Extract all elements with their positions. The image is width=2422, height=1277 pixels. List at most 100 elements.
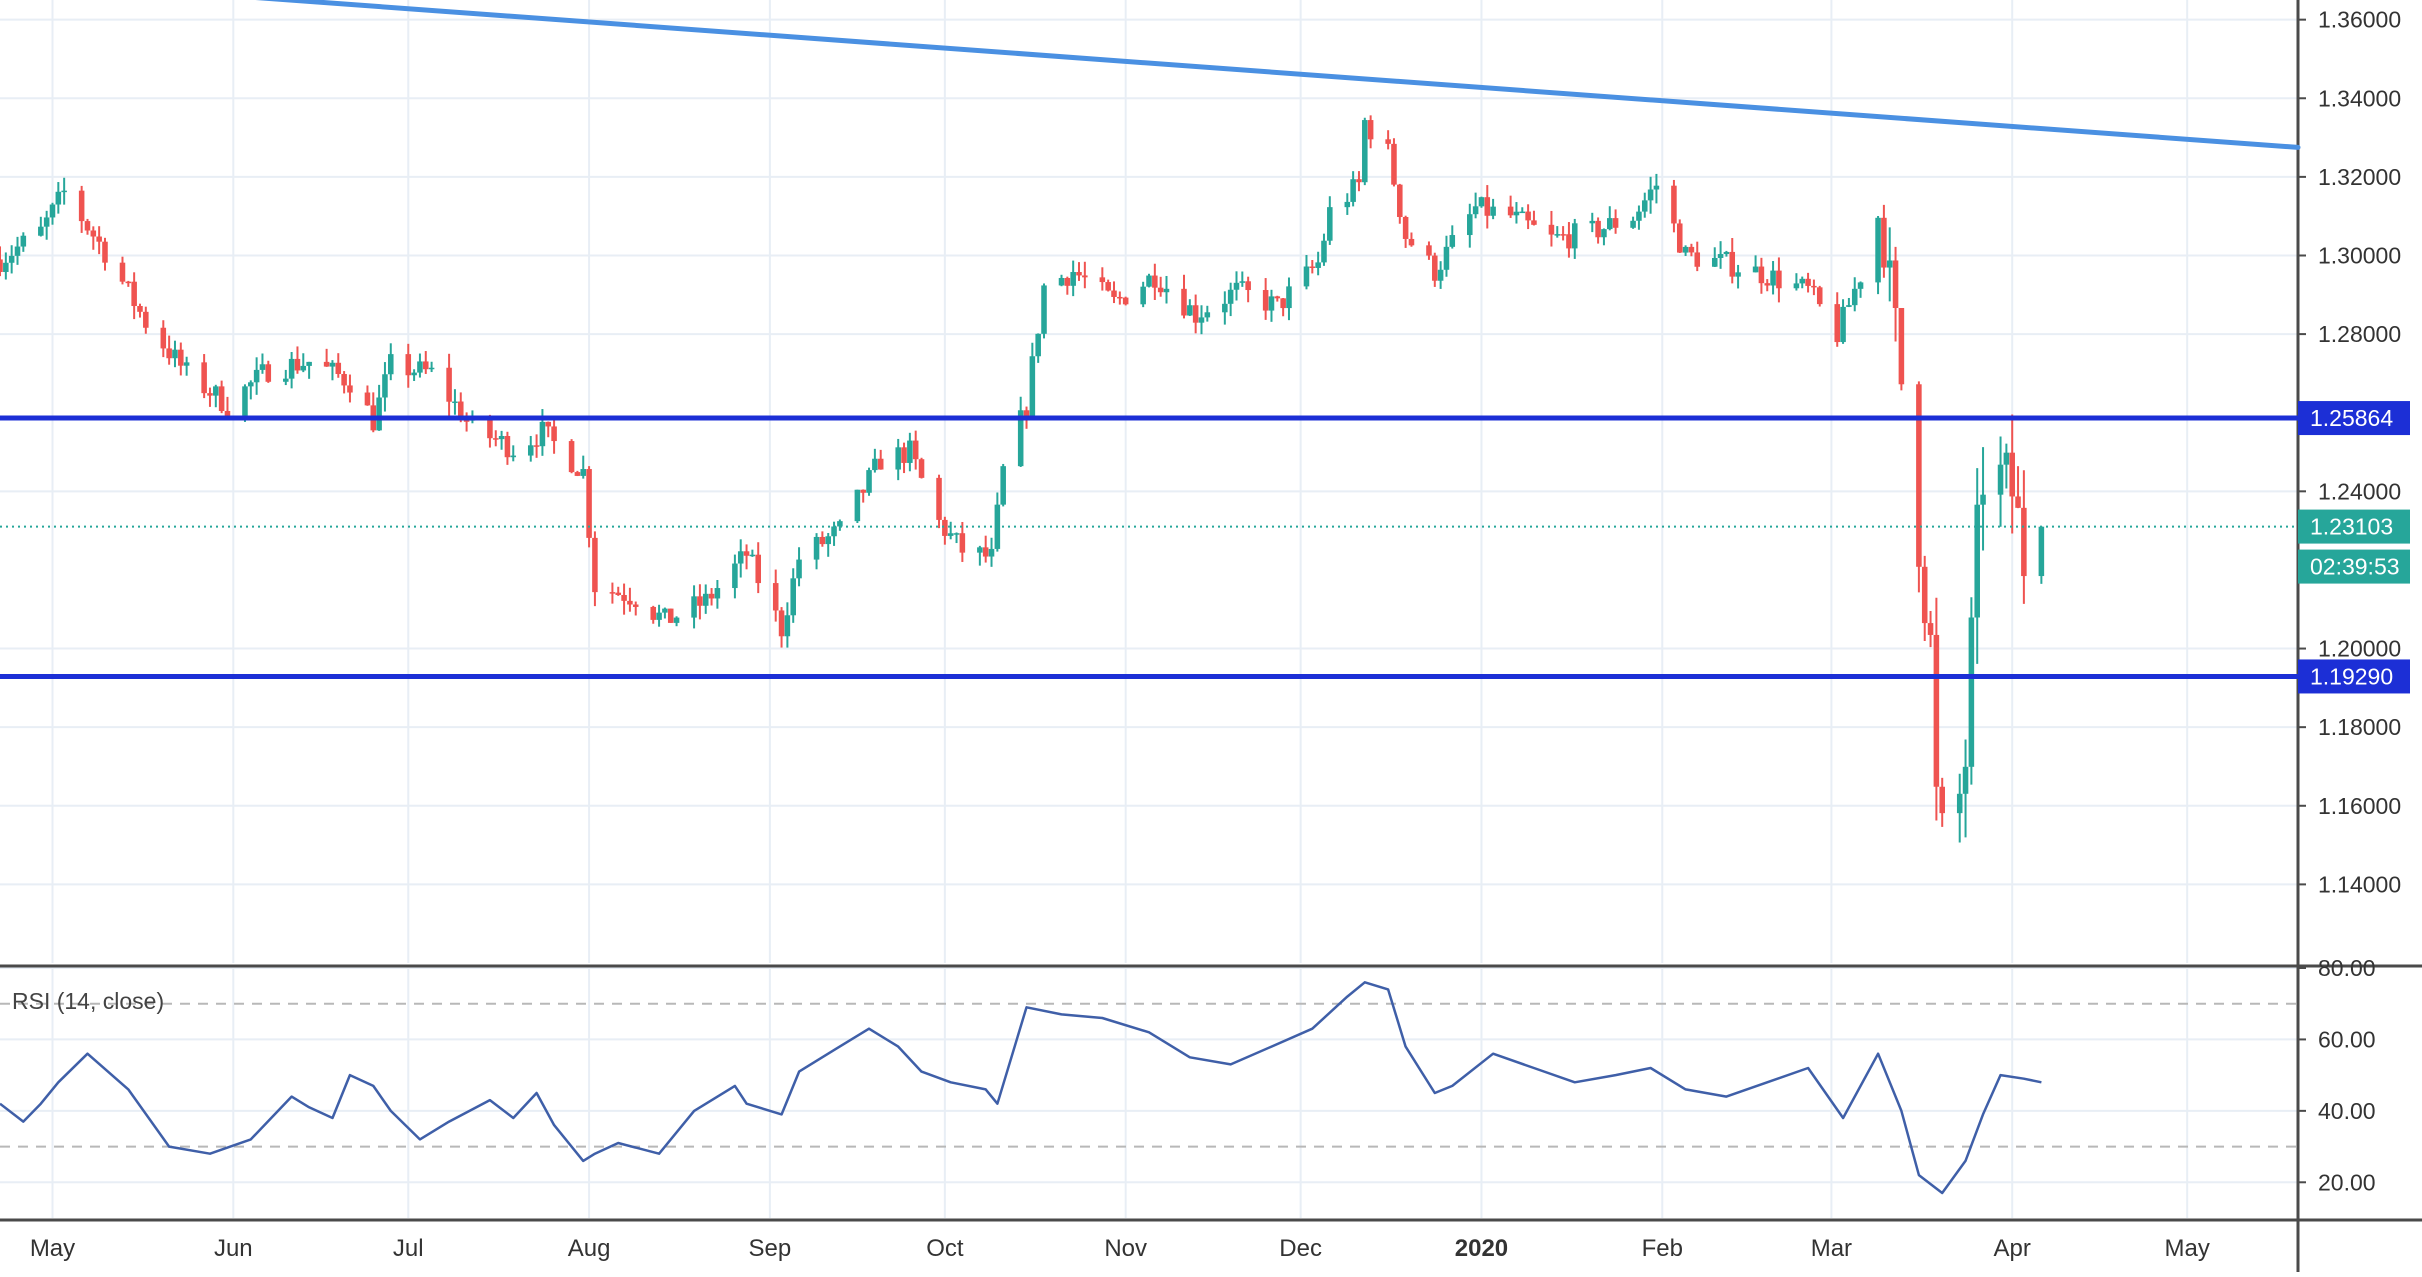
candle-body[interactable] <box>1647 189 1654 201</box>
candle-body[interactable] <box>1437 269 1444 281</box>
candle-body[interactable] <box>1467 214 1473 236</box>
candle-body[interactable] <box>38 226 44 236</box>
candle-body[interactable] <box>1029 356 1036 416</box>
candle-body[interactable] <box>253 369 260 383</box>
candle-body[interactable] <box>423 361 429 370</box>
candle-body[interactable] <box>1507 206 1514 216</box>
rsi-pane[interactable] <box>0 981 2298 1195</box>
candle-body[interactable] <box>813 536 820 560</box>
candle-body[interactable] <box>20 235 27 247</box>
candle-body[interactable] <box>1717 254 1724 258</box>
candle-body[interactable] <box>242 386 248 416</box>
candle-body[interactable] <box>1933 634 1940 787</box>
candle-body[interactable] <box>61 190 67 193</box>
candle-body[interactable] <box>1017 410 1024 467</box>
candle-body[interactable] <box>1245 281 1251 291</box>
candle-body[interactable] <box>877 458 884 470</box>
candle-body[interactable] <box>656 612 662 620</box>
candle-body[interactable] <box>732 563 738 589</box>
candle-body[interactable] <box>778 610 785 637</box>
candle-body[interactable] <box>1344 201 1351 208</box>
candle-body[interactable] <box>1478 197 1485 207</box>
candle-body[interactable] <box>1280 298 1286 309</box>
candle-body[interactable] <box>691 596 697 618</box>
candle-body[interactable] <box>615 592 622 595</box>
candle-body[interactable] <box>749 554 756 557</box>
candle-body[interactable] <box>621 594 627 601</box>
candle-body[interactable] <box>1974 504 1980 618</box>
candle-body[interactable] <box>119 262 126 282</box>
candle-body[interactable] <box>837 521 843 527</box>
candle-body[interactable] <box>2015 496 2021 508</box>
candle-body[interactable] <box>1566 234 1572 249</box>
candle-body[interactable] <box>988 548 995 557</box>
candle-body[interactable] <box>306 361 312 366</box>
candle-body[interactable] <box>1641 200 1648 212</box>
candle-body[interactable] <box>492 438 499 440</box>
candle-body[interactable] <box>1157 287 1164 293</box>
candle-body[interactable] <box>265 364 272 382</box>
candle-body[interactable] <box>1857 282 1864 289</box>
candle-body[interactable] <box>1099 277 1106 283</box>
candle-body[interactable] <box>452 401 458 404</box>
candle-body[interactable] <box>1023 410 1030 416</box>
candle-body[interactable] <box>907 440 913 463</box>
candle-body[interactable] <box>1595 220 1601 238</box>
candle-body[interactable] <box>1793 283 1800 289</box>
candle-body[interactable] <box>294 358 301 371</box>
candle-body[interactable] <box>446 367 452 402</box>
candle-body[interactable] <box>609 592 616 594</box>
candle-body[interactable] <box>772 583 779 611</box>
candle-body[interactable] <box>1601 229 1607 238</box>
candle-body[interactable] <box>1303 266 1310 287</box>
candle-body[interactable] <box>1770 270 1776 286</box>
candle-body[interactable] <box>1356 179 1362 183</box>
candle-body[interactable] <box>8 255 15 263</box>
candle-body[interactable] <box>172 349 178 359</box>
candle-body[interactable] <box>1064 277 1071 286</box>
candle-body[interactable] <box>912 440 919 460</box>
candle-body[interactable] <box>1636 211 1642 221</box>
candle-body[interactable] <box>1997 464 2004 495</box>
candle-body[interactable] <box>1805 278 1811 286</box>
candle-body[interactable] <box>1962 766 1969 794</box>
candle-body[interactable] <box>1239 281 1246 283</box>
candle-body[interactable] <box>1682 246 1689 253</box>
candle-body[interactable] <box>1927 623 1934 635</box>
candle-body[interactable] <box>1181 288 1187 316</box>
candle-body[interactable] <box>283 378 289 382</box>
candle-body[interactable] <box>959 533 966 553</box>
candle-body[interactable] <box>248 382 254 387</box>
candle-body[interactable] <box>300 365 307 371</box>
candle-body[interactable] <box>417 361 423 373</box>
candle-body[interactable] <box>1776 270 1782 289</box>
candle-body[interactable] <box>1560 234 1566 236</box>
candle-body[interactable] <box>1000 466 1006 505</box>
candle-body[interactable] <box>1321 240 1327 263</box>
candle-body[interactable] <box>178 349 184 366</box>
candle-body[interactable] <box>1898 307 1905 385</box>
candle-body[interactable] <box>1309 266 1316 269</box>
candle-body[interactable] <box>1274 296 1281 299</box>
candle-body[interactable] <box>1449 235 1456 247</box>
candle-body[interactable] <box>213 386 219 396</box>
candle-body[interactable] <box>364 392 371 406</box>
candle-body[interactable] <box>323 361 330 367</box>
candle-body[interactable] <box>1513 211 1520 216</box>
candle-body[interactable] <box>131 281 137 307</box>
candle-body[interactable] <box>1122 297 1129 305</box>
candle-body[interactable] <box>953 533 960 535</box>
candle-body[interactable] <box>627 600 633 605</box>
candle-body[interactable] <box>702 593 709 606</box>
candle-body[interactable] <box>866 470 872 493</box>
candle-body[interactable] <box>1286 286 1292 309</box>
candle-body[interactable] <box>574 472 581 476</box>
candle-body[interactable] <box>1163 288 1170 293</box>
candle-body[interactable] <box>1525 211 1531 221</box>
candle-body[interactable] <box>1432 255 1438 281</box>
candle-body[interactable] <box>388 354 394 375</box>
candle-body[interactable] <box>259 364 266 370</box>
candle-body[interactable] <box>376 397 382 431</box>
candle-body[interactable] <box>335 362 342 375</box>
candle-body[interactable] <box>329 362 336 367</box>
